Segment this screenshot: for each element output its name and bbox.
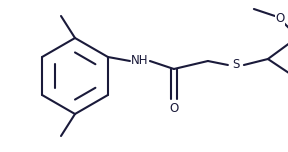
Text: O: O <box>275 12 285 26</box>
Text: NH: NH <box>131 55 149 67</box>
Text: O: O <box>169 102 179 116</box>
Text: S: S <box>232 59 240 71</box>
